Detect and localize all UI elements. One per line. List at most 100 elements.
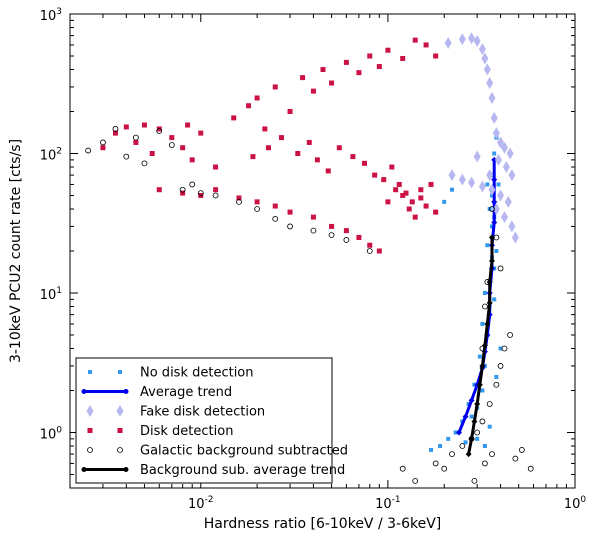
legend-swatch-marker — [88, 370, 92, 374]
series-4-point — [367, 242, 373, 248]
series-3-point — [508, 220, 516, 233]
series-4-point — [254, 95, 260, 101]
series-5-point — [156, 128, 163, 134]
legend-entry: Average trend — [140, 385, 232, 400]
series-4-point — [189, 157, 195, 163]
series-4-point — [372, 172, 378, 178]
series-1-point — [429, 447, 434, 452]
series-1-point — [492, 151, 497, 156]
legend-entry: No disk detection — [140, 366, 254, 381]
series-4-point — [295, 150, 301, 156]
series-4-point — [362, 160, 368, 166]
series-4-point — [400, 55, 406, 61]
series-4-point — [272, 84, 278, 90]
series-1-point — [496, 182, 501, 187]
series-5-point — [489, 451, 495, 457]
series-4-point — [418, 187, 424, 193]
series-6-point — [476, 381, 483, 388]
y-tick-label: 101 — [40, 286, 62, 303]
series-1-point — [487, 424, 492, 429]
series-5-point — [399, 465, 406, 472]
series-4-point — [198, 130, 204, 136]
series-6-point — [479, 362, 486, 369]
series-4-point — [149, 150, 155, 156]
series-4-point — [100, 145, 106, 151]
y-tick-label: 102 — [40, 146, 62, 163]
series-5-point — [471, 477, 478, 484]
series-4-point — [310, 88, 316, 94]
series-5-point — [527, 465, 534, 472]
series-3-point — [506, 147, 514, 160]
legend-box — [75, 357, 333, 484]
series-5-point — [497, 363, 504, 369]
series-1-point — [477, 354, 482, 359]
series-3-point — [508, 169, 516, 182]
series-1-point — [482, 444, 487, 449]
series-6-point — [488, 257, 495, 264]
series-4-point — [287, 209, 293, 215]
series-6-point — [486, 278, 493, 285]
series-2-point — [491, 156, 498, 163]
series-5-point — [497, 265, 504, 272]
data-marks — [85, 32, 534, 484]
series-4-point — [236, 195, 242, 201]
series-6-point — [481, 342, 488, 349]
series-1-point — [492, 297, 497, 302]
legend-swatch-marker — [116, 405, 124, 417]
series-1-point — [475, 436, 480, 441]
series-5-point — [501, 345, 508, 352]
series-4-point — [409, 199, 415, 205]
series-5-point — [482, 460, 488, 467]
series-4-point — [412, 214, 418, 220]
series-5-point — [507, 332, 514, 338]
series-4-point — [381, 177, 387, 183]
x-tick-label: 10-1 — [375, 495, 401, 512]
series-3 — [444, 32, 519, 244]
series-3-point — [511, 231, 519, 244]
series-1-point — [482, 290, 487, 295]
series-4-point — [310, 214, 316, 220]
series-1-point — [453, 430, 458, 435]
series-4-point — [185, 122, 191, 128]
series-4-point — [412, 37, 418, 43]
series-5-point — [459, 443, 466, 449]
series-4-point — [112, 130, 118, 136]
y-tick-label: 100 — [40, 425, 63, 442]
legend-swatch — [88, 370, 122, 374]
series-3-point — [502, 161, 510, 174]
series-5-point — [236, 198, 242, 205]
series-4-point — [406, 206, 412, 212]
series-5 — [85, 126, 534, 484]
series-4-point — [403, 190, 409, 196]
series-1-point — [489, 224, 494, 229]
series-3-point — [494, 153, 502, 166]
series-3-point — [497, 136, 505, 149]
series-3-point — [486, 77, 494, 90]
series-3-point — [492, 203, 500, 216]
series-4-point — [389, 164, 395, 170]
legend-swatch — [86, 405, 124, 417]
series-6-point — [474, 401, 481, 408]
series-3-point — [497, 189, 505, 202]
series-4-point — [213, 187, 219, 193]
series-3-point — [478, 180, 486, 193]
series-4-point — [325, 168, 331, 174]
series-1-point — [480, 388, 485, 393]
legend-swatch-marker — [87, 447, 93, 453]
series-4-point — [343, 228, 349, 234]
series-4 — [100, 37, 439, 254]
series-4-point — [231, 115, 237, 121]
series-4-point — [254, 199, 260, 205]
x-axis-label: Hardness ratio [6-10keV / 3-6keV] — [204, 516, 442, 532]
series-6-point — [488, 234, 495, 241]
series-5-point — [366, 248, 373, 254]
series-3-point — [448, 169, 456, 182]
series-6-line — [467, 237, 494, 455]
series-5-point — [212, 192, 219, 199]
series-4-point — [278, 135, 284, 141]
series-3-point — [501, 211, 509, 224]
series-4-point — [350, 154, 356, 160]
series-4-point — [343, 59, 349, 65]
series-4-point — [423, 203, 429, 209]
series-4-point — [262, 126, 268, 132]
